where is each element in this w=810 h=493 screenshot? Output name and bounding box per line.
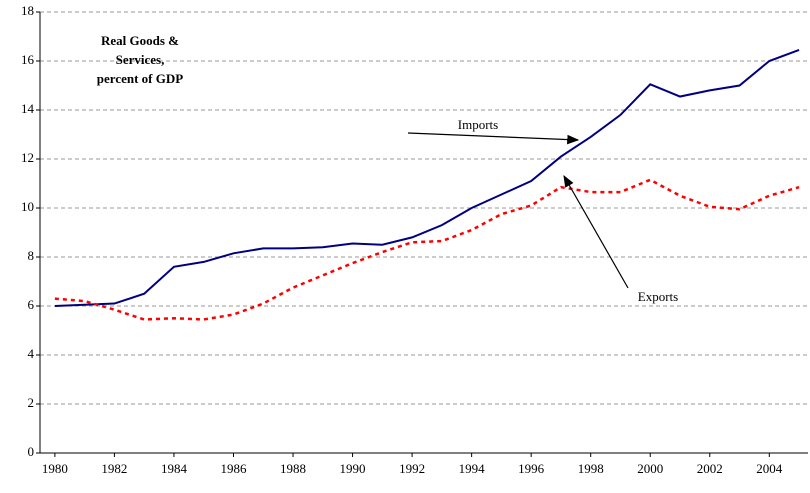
y-tick-label: 14 bbox=[21, 101, 35, 116]
chart-title: Services, bbox=[116, 52, 165, 67]
series-line bbox=[54, 178, 800, 321]
plot: 0 2 4 6 8 10 12 14 16 18 1980 1982 1984 1986 1988 1990 1… bbox=[21, 3, 808, 476]
x-tick-label: 1980 bbox=[42, 461, 68, 476]
imports-arrow bbox=[407, 132, 580, 145]
series-label: Imports bbox=[458, 117, 498, 132]
series-line bbox=[54, 49, 800, 307]
exports-arrow bbox=[563, 174, 629, 289]
y-tick-label: 4 bbox=[28, 346, 35, 361]
x-tick-label: 1986 bbox=[220, 461, 247, 476]
series-label: Exports bbox=[638, 289, 678, 304]
x-tick-label: 2000 bbox=[637, 461, 663, 476]
y-tick-label: 18 bbox=[21, 3, 34, 18]
x-tick-label: 1982 bbox=[101, 461, 127, 476]
y-tick-label: 12 bbox=[21, 150, 34, 165]
y-tick-label: 8 bbox=[28, 248, 35, 263]
y-tick-label: 16 bbox=[21, 52, 35, 67]
x-tick-label: 1998 bbox=[578, 461, 604, 476]
y-tick-label: 2 bbox=[28, 395, 35, 410]
x-tick-label: 1988 bbox=[280, 461, 306, 476]
x-tick-label: 1984 bbox=[161, 461, 188, 476]
y-tick-label: 0 bbox=[28, 444, 35, 459]
x-tick-label: 1990 bbox=[340, 461, 366, 476]
x-tick-label: 1996 bbox=[518, 461, 545, 476]
x-tick-label: 2002 bbox=[697, 461, 723, 476]
x-tick-label: 1992 bbox=[399, 461, 425, 476]
x-tick-label: 2004 bbox=[756, 461, 783, 476]
chart-title: percent of GDP bbox=[97, 71, 183, 86]
chart-title: Real Goods & bbox=[101, 33, 179, 48]
y-tick-label: 6 bbox=[28, 297, 35, 312]
x-tick-label: 1994 bbox=[459, 461, 486, 476]
y-tick-label: 10 bbox=[21, 199, 34, 214]
